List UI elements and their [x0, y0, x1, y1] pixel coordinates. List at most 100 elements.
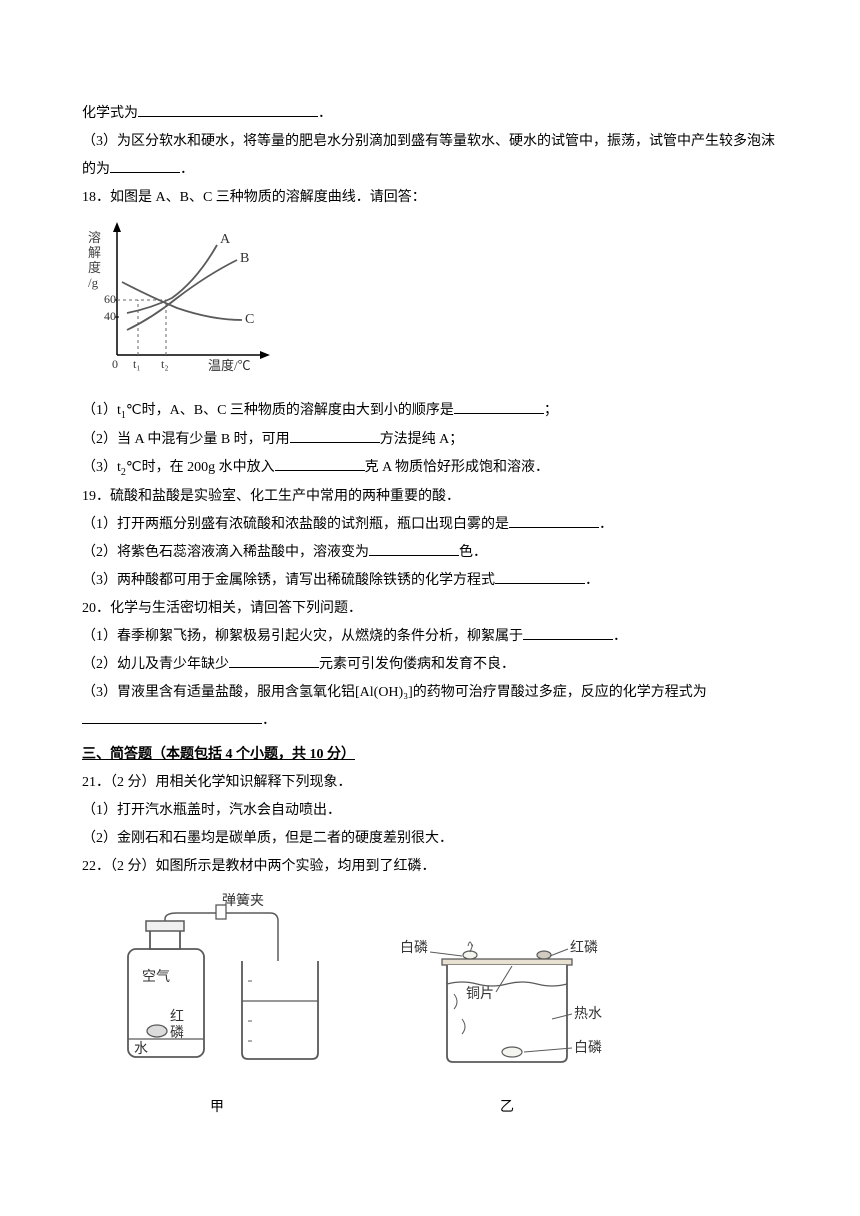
q19-p2: （2）将紫色石蕊溶液滴入稀盐酸中，溶液变为 色．: [82, 539, 778, 567]
blank[interactable]: [290, 427, 380, 443]
q20-intro: 20．化学与生活密切相关，请回答下列问题．: [82, 595, 778, 623]
ylabel-0: 溶: [88, 230, 101, 245]
xtick-t1: t₁: [133, 357, 141, 371]
q20-p2b: 元素可引发佝偻病和发育不良．: [319, 657, 515, 672]
q17-p3: （3）为区分软水和硬水，将等量的肥皂水分别滴加到盛有等量软水、硬水的试管中，振荡…: [82, 128, 778, 184]
q20-p1: （1）春季柳絮飞扬，柳絮极易引起火灾，从燃烧的条件分析，柳絮属于．: [82, 623, 778, 651]
x-arrow: [260, 351, 270, 359]
label-b: B: [240, 251, 249, 266]
diagram-2: 白磷 红磷 铜片 热水 白磷: [392, 924, 622, 1079]
whitep-pile: [463, 951, 477, 959]
section-3-title: 三、简答题（本题包括 4 个小题，共 10 分）: [82, 741, 778, 769]
q20-p2: （2）幼儿及青少年缺少 元素可引发佝偻病和发育不良．: [82, 651, 778, 679]
blank[interactable]: [110, 157, 180, 173]
curve-b: [127, 260, 237, 330]
q19-p2a: （2）将紫色石蕊溶液滴入稀盐酸中，溶液变为: [82, 545, 369, 560]
q20-p2a: （2）幼儿及青少年缺少: [82, 657, 229, 672]
diagram-1: 弹簧夹 空气 红 磷 水: [102, 891, 332, 1079]
label-clip: 弹簧夹: [222, 893, 264, 909]
q20-p3b: 的药物可治疗胃酸过多症，反应的化学方程式为: [413, 685, 707, 700]
q20-p3: （3）胃液里含有适量盐酸，服用含氢氧化铝[Al(OH)₃]的药物可治疗胃酸过多症…: [82, 679, 778, 707]
copper-plate: [442, 959, 572, 965]
blank[interactable]: [275, 455, 365, 471]
t1c: t1℃: [117, 403, 142, 418]
label-hotwater: 热水: [574, 1006, 602, 1022]
q18-p2: （2）当 A 中混有少量 B 时，可用 方法提纯 A；: [82, 426, 778, 454]
ytick-40: 40: [104, 309, 116, 323]
redp-pile: [537, 951, 551, 959]
blank[interactable]: [454, 398, 544, 414]
xlabel: 温度/℃: [208, 358, 251, 373]
diagram-2-wrap: 白磷 红磷 铜片 热水 白磷 乙: [392, 924, 622, 1122]
blank[interactable]: [369, 540, 459, 556]
bottle-neck: [150, 929, 180, 949]
label-water: 水: [134, 1041, 148, 1057]
label-copper: 铜片: [466, 986, 494, 1002]
xtick-t2: t₂: [161, 357, 169, 371]
curve-c: [122, 282, 242, 320]
origin: 0: [112, 357, 118, 371]
ylabel-3: /g: [88, 275, 99, 290]
q21-intro: 21．（2 分）用相关化学知识解释下列现象．: [82, 769, 778, 797]
q21-p2: （2）金刚石和石墨均是碳单质，但是二者的硬度差别很大．: [82, 825, 778, 853]
blank[interactable]: [229, 652, 319, 668]
q19-intro: 19．硫酸和盐酸是实验室、化工生产中常用的两种重要的酸．: [82, 483, 778, 511]
q18-p1a: （1）: [82, 403, 117, 418]
q18-p3: （3）t2℃时，在 200g 水中放入 克 A 物质恰好形成饱和溶液．: [82, 454, 778, 483]
q20-p1-text: （1）春季柳絮飞扬，柳絮极易引起火灾，从燃烧的条件分析，柳絮属于: [82, 629, 523, 644]
label-redp: 红: [170, 1009, 184, 1025]
q20-p3a: （3）胃液里含有适量盐酸，服用含氢氧化铝: [82, 685, 355, 700]
q18-p2b: 方法提纯 A；: [380, 432, 464, 447]
q18-p3b: 时，在 200g 水中放入: [142, 460, 275, 475]
blank[interactable]: [509, 512, 599, 528]
solubility-chart: 溶 解 度 /g 40 60 A B C 0 t₁ t₂ 温度/℃: [82, 220, 778, 389]
beaker: [242, 961, 318, 1059]
ytick-60: 60: [104, 292, 116, 306]
q22-intro: 22．（2 分）如图所示是教材中两个实验，均用到了红磷．: [82, 853, 778, 881]
blank[interactable]: [495, 568, 585, 584]
q18-p2-text: （2）当 A 中混有少量 B 时，可用: [82, 432, 290, 447]
caption-1: 甲: [102, 1094, 332, 1122]
q17-tail: 化学式为．: [82, 100, 778, 128]
pointer-rp: [550, 949, 568, 956]
q19-p3-text: （3）两种酸都可用于金属除锈，请写出稀硫酸除铁锈的化学方程式: [82, 573, 495, 588]
aloh3: [Al(OH)₃]: [355, 685, 413, 700]
q17-p3-text: （3）为区分软水和硬水，将等量的肥皂水分别滴加到盛有等量软水、硬水的试管中，振荡…: [82, 134, 775, 177]
diagram-1-wrap: 弹簧夹 空气 红 磷 水 甲: [102, 891, 332, 1122]
q17-tail-text: 化学式为: [82, 106, 138, 121]
pointer-wp: [430, 952, 462, 956]
blank[interactable]: [82, 708, 262, 724]
q19-p1: （1）打开两瓶分别盛有浓硫酸和浓盐酸的试剂瓶，瓶口出现白雾的是．: [82, 511, 778, 539]
label-c: C: [245, 312, 254, 327]
q19-p3: （3）两种酸都可用于金属除锈，请写出稀硫酸除铁锈的化学方程式．: [82, 567, 778, 595]
label-a: A: [220, 232, 231, 247]
q19-p1-text: （1）打开两瓶分别盛有浓硫酸和浓盐酸的试剂瓶，瓶口出现白雾的是: [82, 517, 509, 532]
label-air: 空气: [142, 969, 170, 985]
q18-intro: 18．如图是 A、B、C 三种物质的溶解度曲线．请回答：: [82, 184, 778, 212]
bottle: [128, 949, 204, 1057]
q20-blank: ．: [82, 707, 778, 735]
ylabel-2: 度: [88, 260, 101, 275]
redp-dish: [147, 1025, 167, 1037]
tube: [165, 913, 222, 921]
q18-p3a: （3）: [82, 460, 117, 475]
chart-svg: 溶 解 度 /g 40 60 A B C 0 t₁ t₂ 温度/℃: [82, 220, 287, 378]
diagram-row: 弹簧夹 空气 红 磷 水 甲 白磷 红磷: [102, 891, 778, 1122]
clip-icon: [216, 905, 226, 919]
blank[interactable]: [523, 624, 613, 640]
whitep-bottom: [502, 1047, 522, 1057]
q21-p1: （1）打开汽水瓶盖时，汽水会自动喷出．: [82, 797, 778, 825]
t2c: t2℃: [117, 460, 142, 475]
q18-p3c: 克 A 物质恰好形成饱和溶液．: [365, 460, 549, 475]
blank[interactable]: [138, 101, 318, 117]
label-whitep2: 白磷: [574, 1040, 602, 1056]
q18-p1b: 时，A、B、C 三种物质的溶解度由大到小的顺序是: [142, 403, 454, 418]
ylabel-1: 解: [88, 245, 101, 260]
stopper: [146, 921, 184, 931]
label-redp: 红磷: [570, 940, 598, 956]
q18-p1: （1）t1℃时，A、B、C 三种物质的溶解度由大到小的顺序是；: [82, 397, 778, 426]
caption-2: 乙: [392, 1094, 622, 1122]
y-arrow: [113, 222, 121, 232]
label-whitep: 白磷: [400, 940, 428, 956]
q19-p2b: 色．: [459, 545, 487, 560]
